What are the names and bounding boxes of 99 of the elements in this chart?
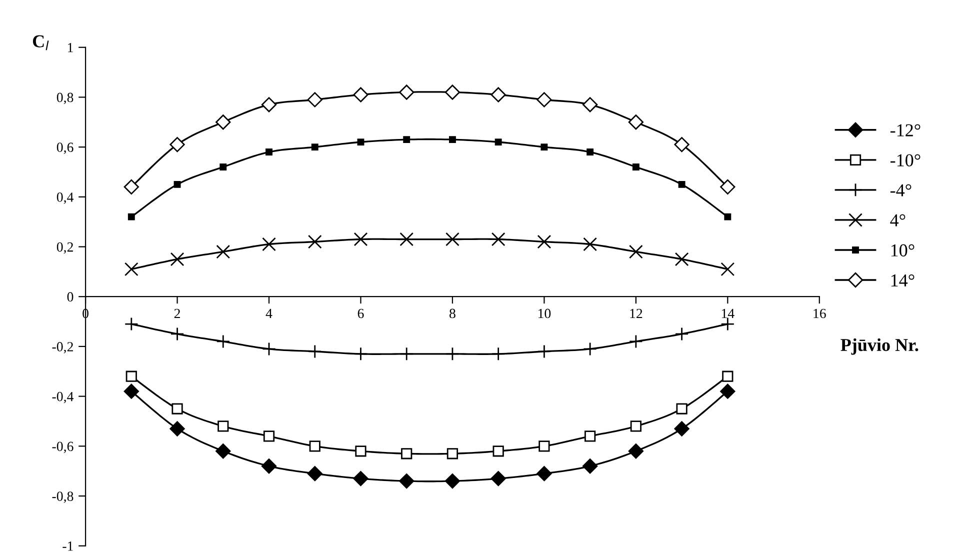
y-tick-label: 1 — [68, 42, 73, 52]
x-tick-label: 8 — [450, 308, 456, 318]
point — [720, 384, 736, 399]
legend-label: 14° — [891, 274, 914, 286]
y-tick-label: -0,2 — [52, 342, 73, 354]
legend-label: -4° — [890, 184, 912, 196]
point — [261, 458, 277, 474]
point — [354, 232, 368, 246]
x-tick-label: 12 — [630, 308, 642, 318]
point — [216, 244, 230, 259]
point — [126, 370, 137, 382]
y-tick-label: 0,8 — [56, 92, 74, 104]
y-tick-label: -0,8 — [52, 492, 74, 503]
x-tick-label: 16 — [814, 308, 826, 318]
point — [582, 458, 598, 474]
point — [307, 92, 322, 108]
point — [444, 84, 460, 100]
point — [628, 244, 643, 259]
x-axis-title: Pjūvio Nr. — [840, 338, 918, 355]
y-axis-title: C$_{l}$ — [32, 35, 49, 50]
point — [266, 148, 272, 156]
point — [538, 440, 550, 452]
point — [262, 237, 276, 252]
y-tick-label: -1 — [62, 542, 73, 551]
point — [536, 92, 552, 108]
point — [128, 213, 135, 220]
point — [263, 430, 275, 442]
point — [628, 444, 644, 459]
point — [446, 448, 458, 460]
legend-label: -12° — [890, 124, 920, 136]
y-tick-label: 0,2 — [56, 242, 73, 254]
point — [355, 446, 366, 457]
point — [170, 252, 184, 266]
legend-label: -10° — [890, 154, 920, 166]
point — [448, 136, 456, 144]
point — [678, 180, 686, 188]
point — [584, 430, 596, 442]
point — [446, 232, 460, 246]
point — [586, 148, 594, 156]
point — [676, 403, 688, 414]
point — [720, 262, 735, 276]
point — [582, 97, 598, 112]
x-tick-label: 4 — [266, 308, 272, 318]
y-tick-label: 0,4 — [56, 192, 74, 204]
point — [674, 421, 690, 436]
point — [307, 466, 322, 482]
y-tick-label: 0 — [67, 292, 74, 302]
legend-label: 4° — [890, 214, 906, 226]
point — [220, 164, 227, 170]
point — [722, 370, 734, 382]
point — [537, 234, 552, 249]
point — [674, 136, 690, 152]
point — [216, 114, 231, 130]
point — [444, 473, 460, 489]
point — [399, 84, 414, 100]
point — [403, 136, 410, 144]
point — [628, 114, 644, 130]
y-tick-label: 0,6 — [56, 142, 74, 154]
x-tick-label: 14 — [722, 308, 734, 318]
point — [174, 180, 181, 188]
point — [400, 232, 414, 246]
point — [170, 136, 185, 152]
point — [357, 138, 364, 146]
x-tick-label: 10 — [538, 308, 551, 318]
point — [583, 237, 598, 252]
point — [490, 87, 506, 102]
point — [724, 213, 732, 220]
point — [540, 144, 548, 151]
point — [720, 317, 735, 331]
y-tick-label: -0,6 — [52, 442, 74, 454]
point — [490, 470, 506, 486]
point — [218, 420, 229, 432]
point — [308, 234, 322, 249]
point — [353, 87, 368, 102]
point — [632, 164, 640, 170]
point — [124, 317, 138, 331]
point — [674, 252, 689, 266]
point — [630, 420, 642, 432]
point — [216, 444, 231, 459]
point — [491, 232, 506, 246]
point — [720, 179, 736, 194]
point — [172, 403, 183, 414]
point — [492, 446, 504, 457]
point — [353, 470, 368, 486]
point — [399, 473, 414, 489]
x-tick-label: 2 — [174, 308, 180, 318]
point — [261, 97, 277, 112]
x-tick-label: 6 — [358, 308, 364, 318]
y-tick-label: -0,4 — [52, 392, 74, 404]
point — [124, 179, 139, 194]
point — [124, 384, 139, 399]
point — [124, 262, 138, 276]
point — [401, 448, 412, 460]
legend-label: 10° — [891, 244, 914, 256]
point — [536, 466, 552, 482]
point — [494, 138, 502, 146]
point — [311, 144, 318, 151]
point — [309, 440, 320, 452]
point — [170, 421, 185, 436]
